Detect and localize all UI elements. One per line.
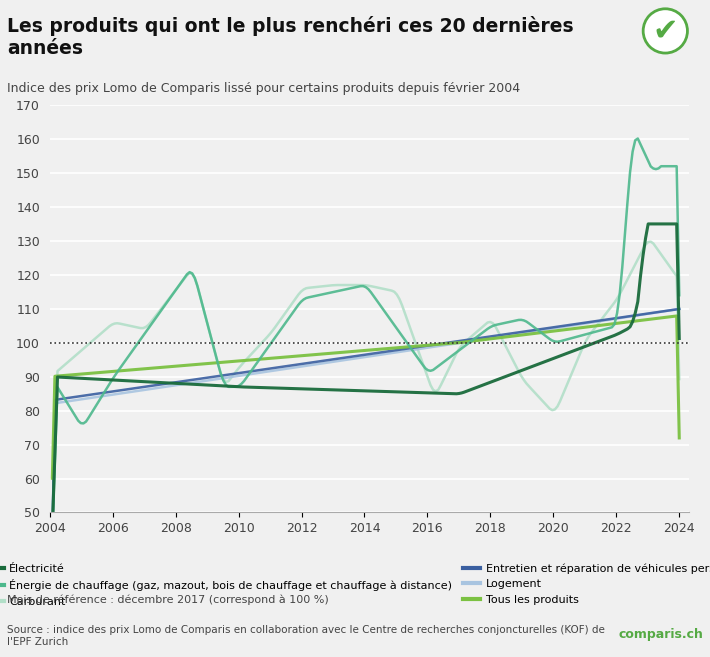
Text: Source : indice des prix Lomo de Comparis en collaboration avec le Centre de rec: Source : indice des prix Lomo de Compari… [7, 625, 605, 647]
Text: Indice des prix Lomo de Comparis lissé pour certains produits depuis février 200: Indice des prix Lomo de Comparis lissé p… [7, 82, 520, 95]
Text: Mois de référence : décembre 2017 (correspond à 100 %): Mois de référence : décembre 2017 (corre… [7, 595, 329, 605]
Text: ✔: ✔ [652, 16, 678, 45]
Text: comparis.ch: comparis.ch [618, 627, 703, 641]
Legend: Électricité, Énergie de chauffage (gaz, mazout, bois de chauffage et chauffage à: Électricité, Énergie de chauffage (gaz, … [0, 558, 710, 611]
Text: Les produits qui ont le plus renchéri ces 20 dernières
années: Les produits qui ont le plus renchéri ce… [7, 16, 574, 58]
